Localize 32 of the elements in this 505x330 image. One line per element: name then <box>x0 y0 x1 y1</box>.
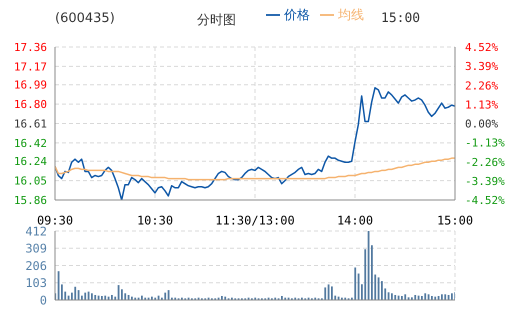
y2-tick-label: -2.26% <box>465 156 505 169</box>
y-tick-label: 16.61 <box>14 118 47 130</box>
x-tick-label: 11:30/13:00 <box>215 214 295 228</box>
legend-label: 价格 <box>284 8 310 23</box>
y-tick-label: 15.86 <box>14 194 47 207</box>
x-tick-label: 15:00 <box>436 214 474 228</box>
y-tick-label: 16.99 <box>14 78 47 92</box>
y2-tick-label: 1.13% <box>465 98 498 112</box>
y-tick-label: 206 <box>25 258 47 273</box>
y-tick-label: 16.80 <box>14 98 47 112</box>
chart-subtitle: 分时图 <box>197 12 236 29</box>
y-tick-label: 16.42 <box>14 136 47 150</box>
y2-tick-label: 0.00% <box>465 118 498 130</box>
x-tick-label: 10:30 <box>136 214 174 228</box>
y-tick-label: 309 <box>25 242 47 256</box>
y2-tick-label: 2.26% <box>465 79 498 92</box>
y-tick-label: 17.17 <box>14 60 47 74</box>
y2-tick-label: 4.52% <box>465 41 498 54</box>
legend-label: 均线 <box>338 8 364 23</box>
y-tick-label: 16.05 <box>14 174 47 188</box>
y2-tick-label: -1.13% <box>465 136 505 150</box>
text: 15:00 <box>381 11 420 26</box>
y-tick-label: 0 <box>40 293 47 308</box>
y2-tick-label: -3.39% <box>465 174 505 188</box>
chart-title: (600435) <box>55 11 115 26</box>
y2-tick-label: 3.39% <box>465 60 498 74</box>
line-series <box>55 157 455 180</box>
y-tick-label: 17.36 <box>14 41 47 54</box>
y2-tick-label: -4.52% <box>465 194 505 207</box>
y-tick-label: 103 <box>25 276 47 290</box>
y-tick-label: 16.24 <box>14 155 48 168</box>
x-tick-label: 14:00 <box>336 214 374 228</box>
